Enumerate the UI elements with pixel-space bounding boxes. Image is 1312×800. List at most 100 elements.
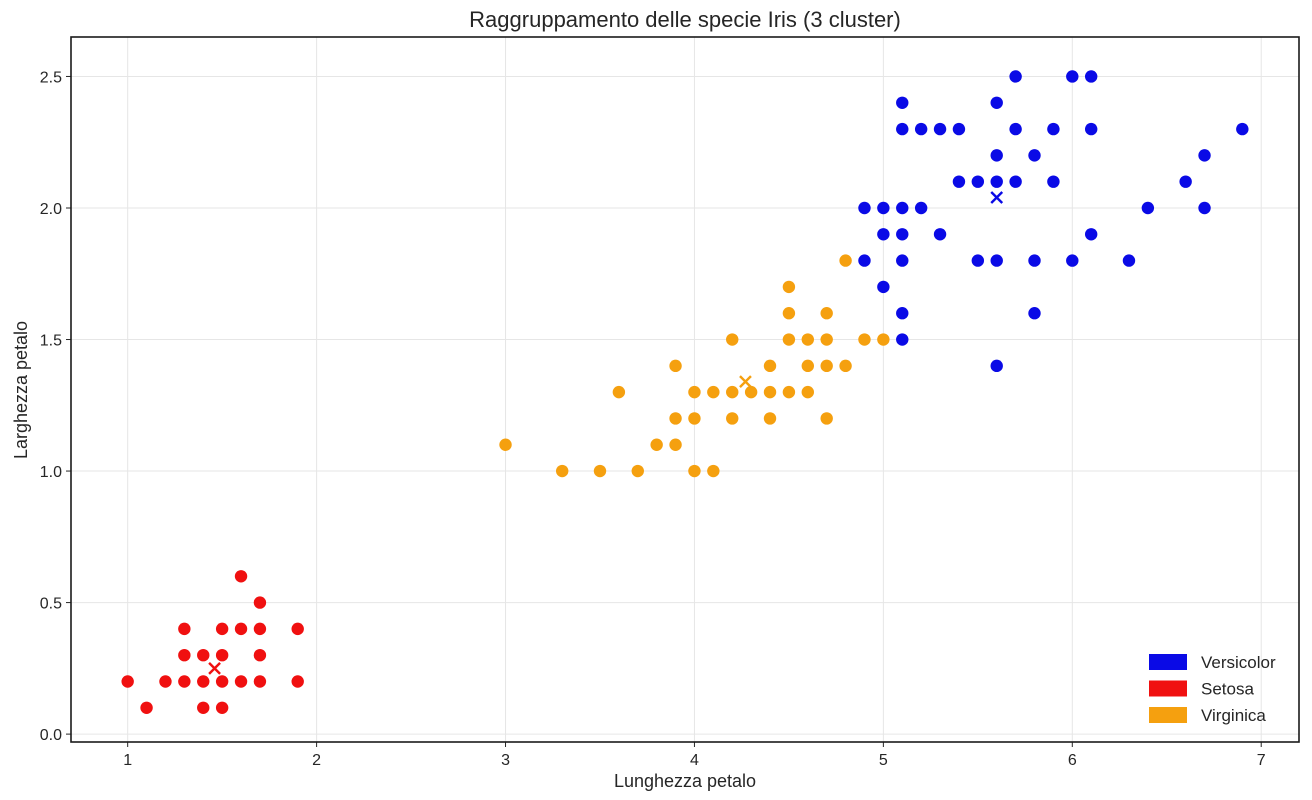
data-point-virginica [839, 359, 852, 373]
data-point-virginica [763, 412, 777, 425]
data-point-virginica [669, 412, 682, 425]
cluster-centroids [208, 191, 1004, 675]
legend-swatch-virginica [1149, 707, 1187, 723]
data-point-virginica [782, 307, 796, 320]
data-point-setosa [215, 648, 229, 662]
y-tick-label: 0.0 [40, 727, 62, 744]
x-tick-label: 6 [1068, 752, 1077, 769]
x-axis-label: Lunghezza petalo [614, 771, 756, 791]
x-tick-label: 4 [690, 752, 699, 769]
data-point-virginica [782, 280, 796, 294]
data-point-versicolor [896, 96, 909, 109]
data-point-virginica [593, 464, 607, 478]
data-point-setosa [234, 675, 248, 688]
data-point-virginica [688, 385, 701, 399]
data-point-versicolor [1028, 254, 1041, 267]
data-point-versicolor [1141, 201, 1155, 215]
x-tick-label: 2 [312, 752, 321, 769]
centroid-stroke [208, 661, 221, 675]
data-point-setosa [159, 675, 172, 688]
x-tick-label: 5 [879, 752, 888, 769]
data-point-setosa [253, 648, 267, 662]
data-point-versicolor [1179, 175, 1192, 188]
data-point-versicolor [1047, 122, 1060, 136]
data-point-setosa [234, 622, 248, 636]
grid-lines [71, 37, 1299, 742]
data-point-versicolor [896, 122, 909, 136]
data-point-versicolor [1028, 307, 1041, 320]
data-point-versicolor [1009, 175, 1022, 188]
y-tick-label: 1.0 [40, 464, 62, 481]
legend-swatch-versicolor [1149, 654, 1187, 670]
data-point-versicolor [1066, 254, 1079, 267]
data-point-versicolor [971, 254, 985, 267]
data-point-virginica [726, 385, 739, 399]
data-point-versicolor [877, 228, 890, 241]
data-point-versicolor [896, 228, 909, 241]
data-point-versicolor [896, 333, 909, 346]
data-point-versicolor [990, 359, 1003, 373]
data-point-setosa [178, 622, 191, 636]
data-point-virginica [782, 385, 796, 399]
data-point-virginica [801, 333, 814, 346]
data-point-versicolor [1047, 175, 1060, 188]
legend-swatch-setosa [1149, 680, 1187, 697]
data-point-setosa [215, 675, 229, 688]
data-point-versicolor [858, 254, 871, 267]
centroid-stroke [739, 375, 752, 388]
data-point-versicolor [990, 254, 1003, 267]
data-point-virginica [839, 254, 852, 267]
data-point-versicolor [896, 201, 909, 215]
data-point-virginica [612, 385, 626, 399]
data-point-versicolor [933, 122, 947, 136]
data-point-versicolor [877, 201, 890, 215]
axis-ticks: 1 2 3 4 5 6 7 0.0 0.5 1.0 1.5 2.0 2.5 [40, 69, 1266, 769]
x-tick-label: 1 [123, 752, 132, 769]
data-point-setosa [291, 622, 304, 636]
data-point-virginica [744, 385, 758, 399]
data-point-setosa [215, 622, 229, 636]
data-point-versicolor [1236, 122, 1249, 136]
data-point-setosa [178, 675, 191, 688]
data-points [121, 70, 1249, 715]
centroid-stroke [990, 191, 1004, 204]
data-point-versicolor [952, 122, 966, 136]
data-point-setosa [291, 675, 304, 688]
data-point-versicolor [1084, 228, 1098, 241]
data-point-virginica [688, 464, 701, 478]
data-point-versicolor [1084, 122, 1098, 136]
data-point-virginica [858, 333, 871, 346]
data-point-versicolor [858, 201, 871, 215]
x-tick-label: 7 [1257, 752, 1266, 769]
data-point-setosa [140, 701, 153, 715]
data-point-virginica [763, 385, 777, 399]
y-tick-label: 2.5 [40, 69, 62, 86]
data-point-versicolor [1009, 70, 1022, 83]
data-point-versicolor [990, 149, 1003, 162]
y-tick-label: 2.0 [40, 201, 62, 218]
data-point-setosa [215, 701, 229, 715]
centroid-marker-virginica [739, 375, 752, 388]
data-point-virginica [669, 438, 682, 451]
data-point-versicolor [933, 228, 947, 241]
data-point-virginica [631, 464, 644, 478]
legend-label-setosa: Setosa [1201, 680, 1254, 699]
data-point-virginica [820, 307, 833, 320]
data-point-virginica [669, 359, 682, 373]
data-point-virginica [763, 359, 777, 373]
plot-frame [70, 36, 1300, 743]
y-tick-label: 1.5 [40, 333, 62, 350]
centroid-marker-versicolor [990, 191, 1004, 204]
data-point-versicolor [914, 201, 928, 215]
data-point-versicolor [914, 122, 928, 136]
chart-title: Raggruppamento delle specie Iris (3 clus… [469, 7, 901, 32]
data-point-versicolor [1084, 70, 1098, 83]
data-point-versicolor [896, 254, 909, 267]
data-point-setosa [197, 675, 210, 688]
data-point-virginica [650, 438, 663, 451]
data-point-virginica [820, 412, 833, 425]
data-point-versicolor [1066, 70, 1079, 83]
data-point-virginica [707, 464, 720, 478]
data-point-setosa [253, 622, 267, 636]
